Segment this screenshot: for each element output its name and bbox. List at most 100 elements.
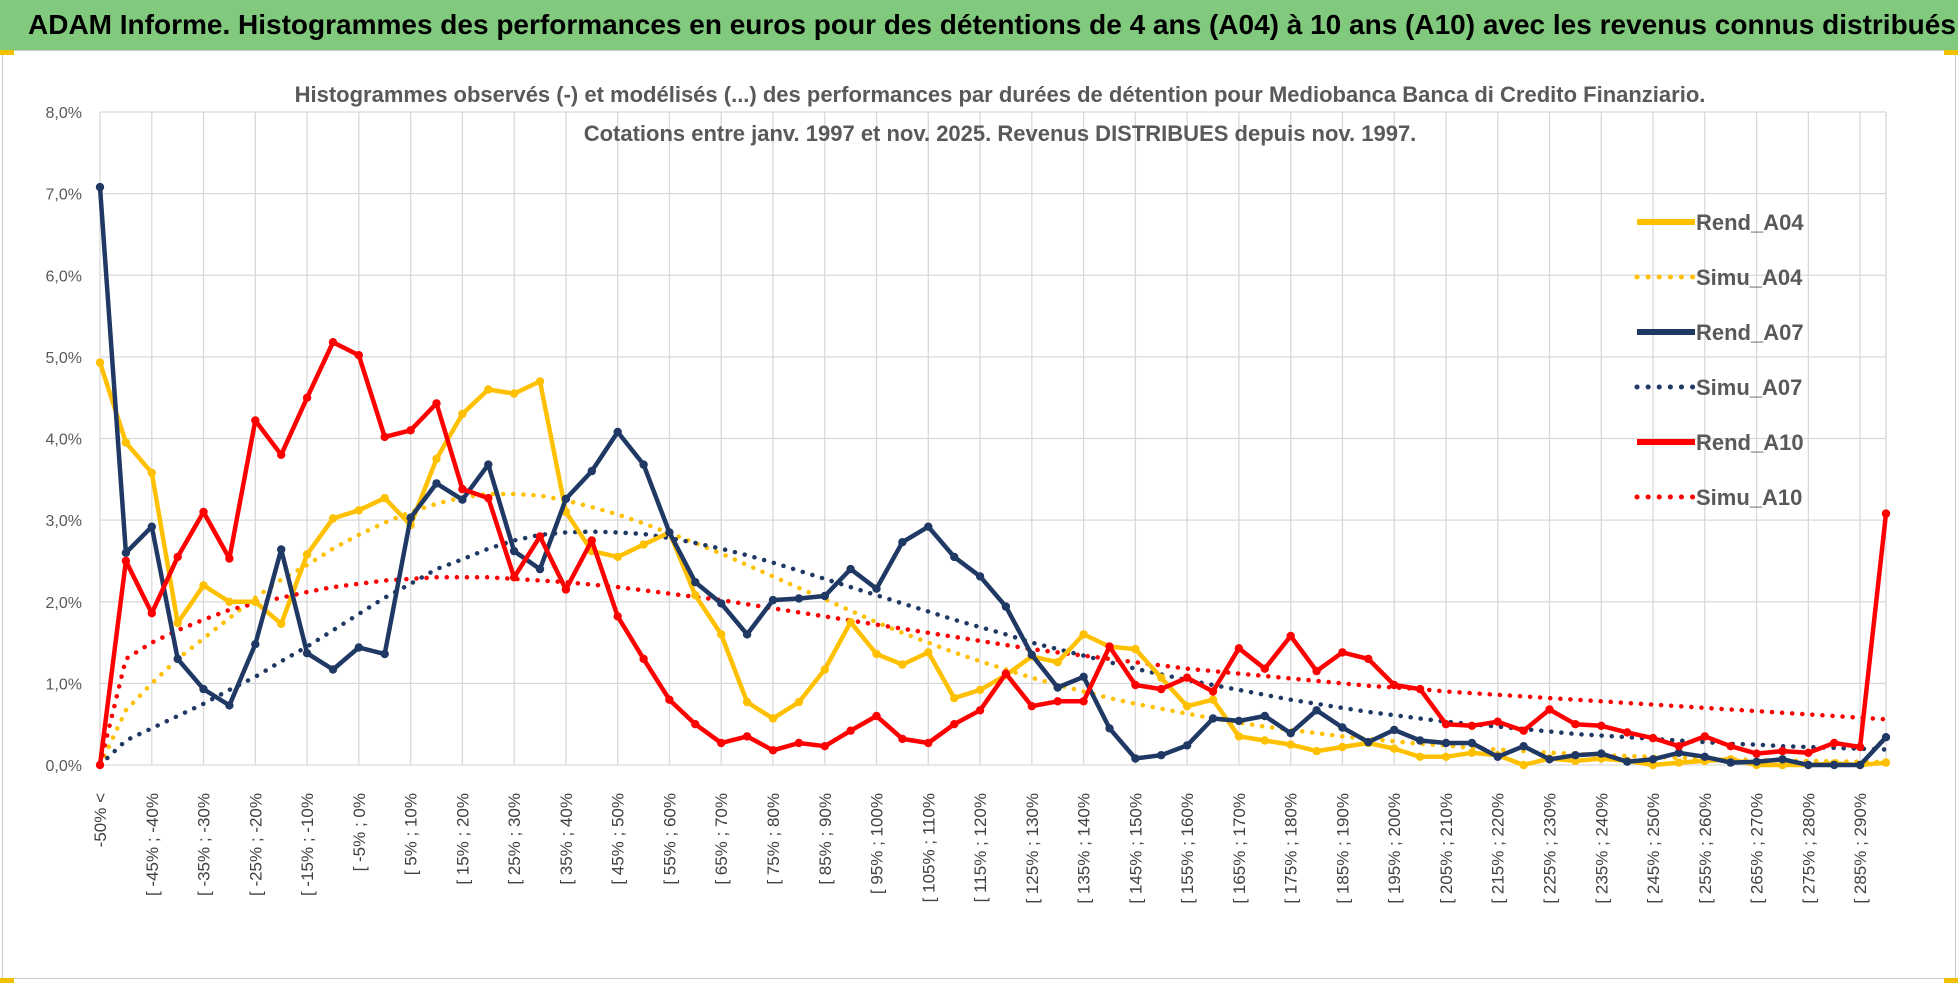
series-group	[95, 182, 1891, 770]
data-point	[406, 426, 415, 435]
data-point	[742, 697, 752, 707]
data-point	[950, 552, 959, 562]
data-point	[1027, 650, 1037, 659]
data-point	[484, 493, 493, 503]
data-point	[924, 522, 933, 531]
data-point	[95, 182, 105, 192]
data-point	[613, 427, 622, 437]
data-point	[561, 494, 571, 504]
data-point	[846, 618, 855, 627]
data-point	[587, 536, 596, 545]
data-point	[199, 581, 208, 590]
x-tick-label: [ 25% ; 30%	[505, 793, 524, 885]
y-tick-label: 4,0%	[46, 432, 82, 449]
data-point	[639, 540, 648, 549]
data-point	[1131, 644, 1140, 654]
data-point	[380, 649, 389, 659]
data-point	[432, 479, 441, 488]
data-point	[975, 685, 985, 695]
x-tick-label: [ 265% ; 270%	[1748, 793, 1767, 904]
data-point	[1648, 733, 1658, 743]
data-point	[535, 532, 545, 541]
data-point	[691, 720, 700, 729]
y-tick-label: 8,0%	[46, 105, 82, 122]
data-point	[1053, 697, 1062, 706]
data-point	[898, 734, 907, 744]
corner-mark-top-left	[0, 50, 14, 55]
data-point	[1105, 724, 1114, 733]
data-point	[691, 578, 700, 587]
data-point	[147, 609, 156, 618]
data-point	[1415, 736, 1425, 745]
data-point	[1182, 702, 1192, 711]
data-point	[484, 460, 493, 469]
data-point	[794, 697, 804, 707]
data-point	[1053, 683, 1062, 692]
data-point	[1726, 742, 1735, 751]
x-tick-label: [ 55% ; 60%	[660, 793, 679, 885]
series-rend_a10	[95, 338, 1891, 770]
data-point	[199, 684, 208, 694]
y-tick-label: 5,0%	[46, 350, 82, 367]
data-point	[1881, 733, 1891, 742]
data-point	[1545, 705, 1554, 714]
x-tick-label: [ 215% ; 220%	[1489, 793, 1508, 904]
chart-title-line-1: Histogrammes observés (-) et modélisés (…	[295, 82, 1706, 107]
x-tick-label: [ 145% ; 150%	[1126, 793, 1145, 904]
data-point	[121, 556, 131, 566]
data-point	[354, 643, 363, 652]
data-point	[1855, 742, 1865, 752]
data-point	[1312, 706, 1321, 715]
data-point	[1648, 755, 1658, 764]
data-point	[717, 630, 726, 639]
data-point	[846, 726, 855, 735]
x-tick-label: [ 45% ; 50%	[609, 793, 628, 885]
data-point	[1234, 732, 1244, 741]
data-point	[328, 665, 338, 674]
data-point	[277, 619, 286, 628]
data-point	[665, 695, 674, 704]
data-point	[1674, 758, 1684, 767]
data-point	[225, 701, 234, 710]
data-point	[1286, 740, 1295, 749]
data-point	[1338, 723, 1347, 732]
data-point	[199, 507, 208, 517]
data-point	[302, 649, 312, 658]
legend-label: Simu_A10	[1696, 485, 1802, 510]
data-point	[251, 416, 260, 425]
series-rend_a04	[95, 358, 1891, 770]
data-point	[613, 552, 622, 562]
data-point	[1312, 666, 1321, 676]
data-point	[458, 484, 467, 494]
data-point	[1027, 702, 1037, 711]
data-point	[225, 554, 234, 563]
legend-label: Rend_A10	[1696, 430, 1804, 455]
data-point	[432, 454, 441, 464]
x-tick-label: [ 245% ; 250%	[1644, 793, 1663, 904]
series-simu_a10	[97, 575, 1889, 768]
x-tick-label: [ 205% ; 210%	[1437, 793, 1456, 904]
data-point	[561, 585, 571, 594]
data-point	[768, 746, 778, 755]
data-point	[691, 591, 700, 600]
x-tick-label: [ -15% ; -10%	[298, 793, 317, 896]
data-point	[924, 738, 933, 748]
data-point	[121, 438, 131, 447]
data-point	[380, 493, 389, 503]
data-point	[328, 338, 338, 347]
data-point	[484, 385, 493, 394]
series-line-rend_a10	[97, 339, 1889, 766]
data-point	[613, 612, 622, 621]
page-title: ADAM Informe. Histogrammes des performan…	[28, 9, 1956, 40]
data-point	[1804, 760, 1813, 770]
data-point	[432, 399, 441, 408]
data-point	[458, 495, 467, 504]
data-point	[380, 432, 389, 442]
data-point	[1312, 746, 1321, 756]
data-point	[1338, 648, 1347, 657]
data-point	[1157, 684, 1166, 694]
data-point	[639, 654, 648, 664]
data-point	[768, 714, 778, 723]
data-point	[768, 595, 778, 605]
data-point	[95, 358, 105, 367]
